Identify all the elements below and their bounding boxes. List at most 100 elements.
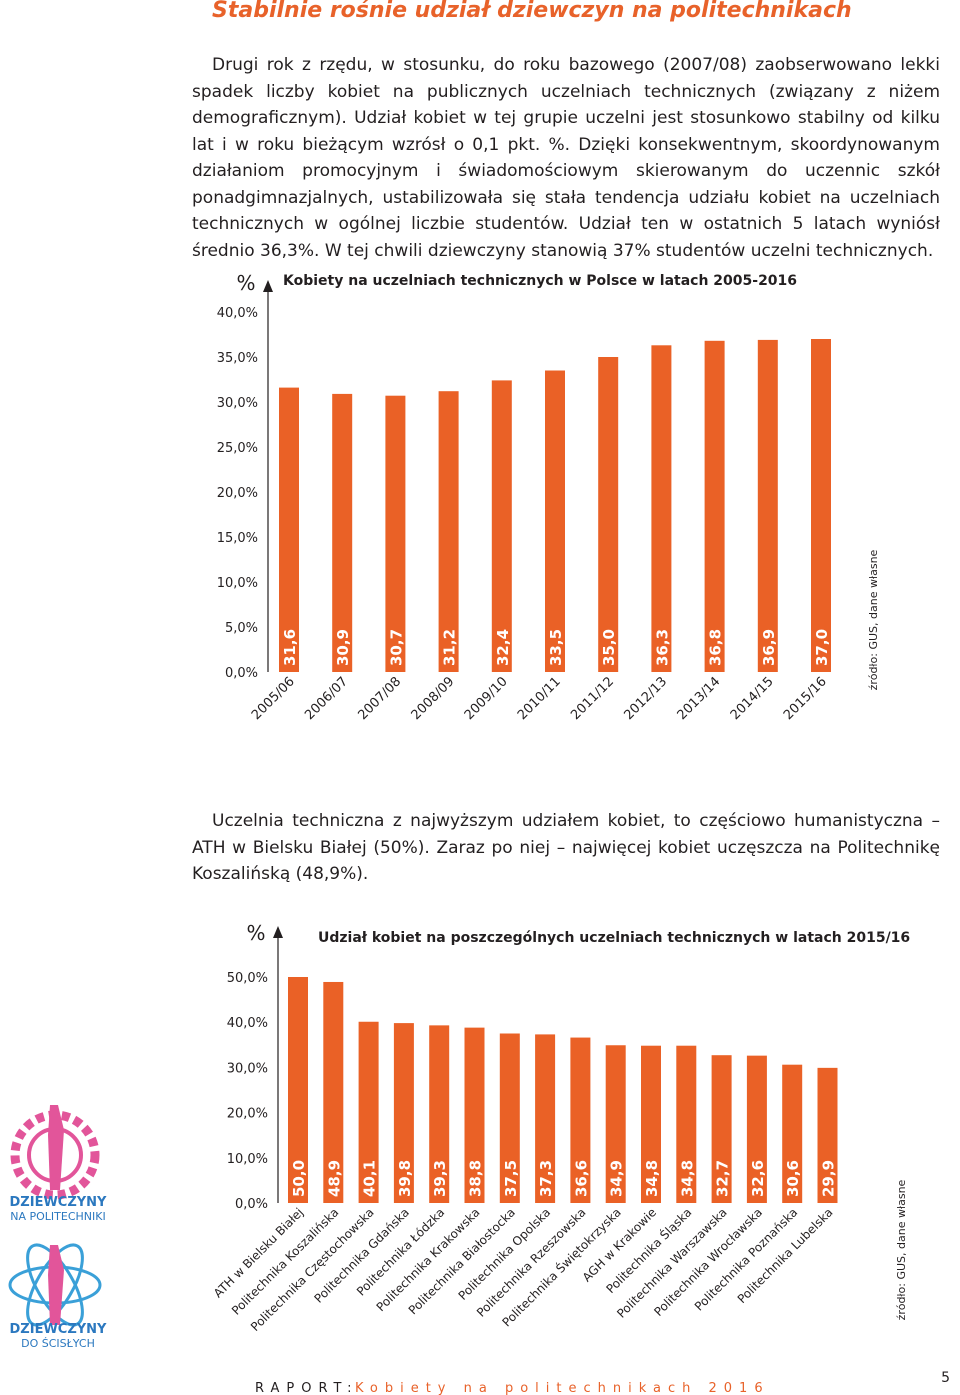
- x-tick-label: 2009/10: [462, 674, 511, 723]
- bar: [429, 1025, 450, 1203]
- logo-text: DO ŚCISŁYCH: [21, 1337, 95, 1350]
- y-tick-label: 50,0%: [227, 971, 268, 986]
- y-tick-label: 15,0%: [217, 531, 258, 546]
- bar: [746, 1055, 767, 1203]
- data-label: 32,7: [714, 1160, 732, 1197]
- x-tick-label: 2015/16: [781, 674, 830, 723]
- x-tick-label: 2011/12: [568, 674, 617, 723]
- bar: [641, 1045, 661, 1203]
- data-label: 30,6: [784, 1160, 802, 1197]
- logo-text: NA POLITECHNIKI: [10, 1210, 105, 1223]
- bar: [288, 977, 308, 1203]
- x-tick-label: 2007/08: [355, 674, 404, 723]
- x-tick-label: 2014/15: [728, 674, 777, 723]
- bar: [332, 393, 353, 672]
- y-tick-label: 0,0%: [235, 1197, 268, 1212]
- y-tick-label: 40,0%: [217, 306, 258, 321]
- chart-title: Udział kobiet na poszczególnych uczelnia…: [318, 930, 910, 946]
- y-tick-label: 20,0%: [217, 486, 258, 501]
- bar: [491, 380, 512, 672]
- bar: [711, 1055, 732, 1203]
- axis-arrow: [273, 926, 283, 938]
- y-tick-label: 30,0%: [217, 396, 258, 411]
- bar: [811, 339, 831, 672]
- data-label: 32,4: [494, 629, 512, 666]
- data-label: 36,8: [707, 629, 725, 666]
- x-tick-label: 2008/09: [409, 674, 458, 723]
- bar: [385, 395, 406, 672]
- y-tick-label: 0,0%: [225, 666, 258, 681]
- logo-bottom: DZIEWCZYNY DO ŚCISŁYCH: [8, 1243, 108, 1350]
- data-label: 37,5: [502, 1160, 520, 1197]
- bar: [358, 1021, 379, 1203]
- data-label: 30,7: [387, 629, 405, 666]
- bar: [605, 1045, 626, 1203]
- logo-text: DZIEWCZYNY: [10, 1322, 108, 1337]
- data-label: 36,6: [572, 1160, 590, 1197]
- data-label: 38,8: [467, 1160, 485, 1197]
- x-tick-label: 2006/07: [302, 674, 351, 723]
- data-label: 31,2: [441, 629, 459, 666]
- data-label: 40,1: [361, 1160, 379, 1197]
- data-label: 35,0: [600, 629, 618, 666]
- data-label: 37,3: [537, 1160, 555, 1197]
- data-label: 37,0: [813, 629, 831, 666]
- data-label: 29,9: [820, 1160, 838, 1197]
- bar: [323, 981, 344, 1203]
- data-label: 33,5: [547, 629, 565, 666]
- data-label: 48,9: [325, 1160, 343, 1197]
- y-axis-label: %: [246, 921, 265, 945]
- bar: [651, 345, 672, 672]
- footer-label: RAPORT:: [255, 1381, 358, 1395]
- x-tick-label: 2010/11: [515, 674, 564, 723]
- bar: [704, 340, 725, 672]
- y-tick-label: 10,0%: [217, 576, 258, 591]
- bar: [464, 1027, 485, 1203]
- x-tick-label: 2005/06: [249, 674, 298, 723]
- data-label: 34,8: [678, 1160, 696, 1197]
- bar: [279, 387, 299, 672]
- axis-arrow: [263, 280, 273, 292]
- y-axis-label: %: [236, 271, 255, 295]
- data-label: 30,9: [334, 629, 352, 666]
- x-tick-label: 2012/13: [621, 674, 670, 723]
- bar: [676, 1045, 697, 1203]
- y-tick-label: 25,0%: [217, 441, 258, 456]
- logo-text: DZIEWCZYNY: [10, 1195, 108, 1210]
- y-tick-label: 10,0%: [227, 1152, 268, 1167]
- paragraph: Drugi rok z rzędu, w stosunku, do roku b…: [192, 55, 940, 261]
- title: Stabilnie rośnie udział dziewczyn na pol…: [212, 0, 852, 23]
- bar: [598, 357, 619, 672]
- bar: [545, 370, 565, 672]
- data-label: 36,9: [760, 629, 778, 666]
- chart-title: Kobiety na uczelniach technicznych w Pol…: [283, 273, 797, 289]
- y-tick-label: 30,0%: [227, 1061, 268, 1076]
- data-label: 32,6: [749, 1160, 767, 1197]
- logo-top: DZIEWCZYNY NA POLITECHNIKI: [10, 1105, 108, 1223]
- bar: [499, 1033, 520, 1203]
- source-note: źródło: GUS, dane własne: [895, 1179, 908, 1320]
- bar: [393, 1023, 414, 1203]
- bar: [757, 339, 778, 672]
- y-tick-label: 5,0%: [225, 621, 258, 636]
- bar: [782, 1064, 803, 1203]
- data-label: 31,6: [281, 629, 299, 666]
- bar: [817, 1067, 838, 1203]
- data-label: 34,8: [643, 1160, 661, 1197]
- source-note: źródło: GUS, dane własne: [867, 549, 880, 690]
- y-tick-label: 35,0%: [217, 351, 258, 366]
- x-tick-label: 2013/14: [675, 674, 724, 723]
- data-label: 34,9: [608, 1160, 626, 1197]
- footer-text: Kobiety na politechnikach 2016: [355, 1381, 770, 1395]
- bar: [535, 1034, 556, 1203]
- data-label: 50,0: [290, 1160, 308, 1197]
- data-label: 39,8: [396, 1160, 414, 1197]
- y-tick-label: 40,0%: [227, 1016, 268, 1031]
- data-label: 36,3: [653, 629, 671, 666]
- paragraph: Uczelnia techniczna z najwyższym udziałe…: [192, 811, 940, 884]
- data-label: 39,3: [431, 1160, 449, 1197]
- page-number: 5: [941, 1370, 950, 1386]
- y-tick-label: 20,0%: [227, 1107, 268, 1122]
